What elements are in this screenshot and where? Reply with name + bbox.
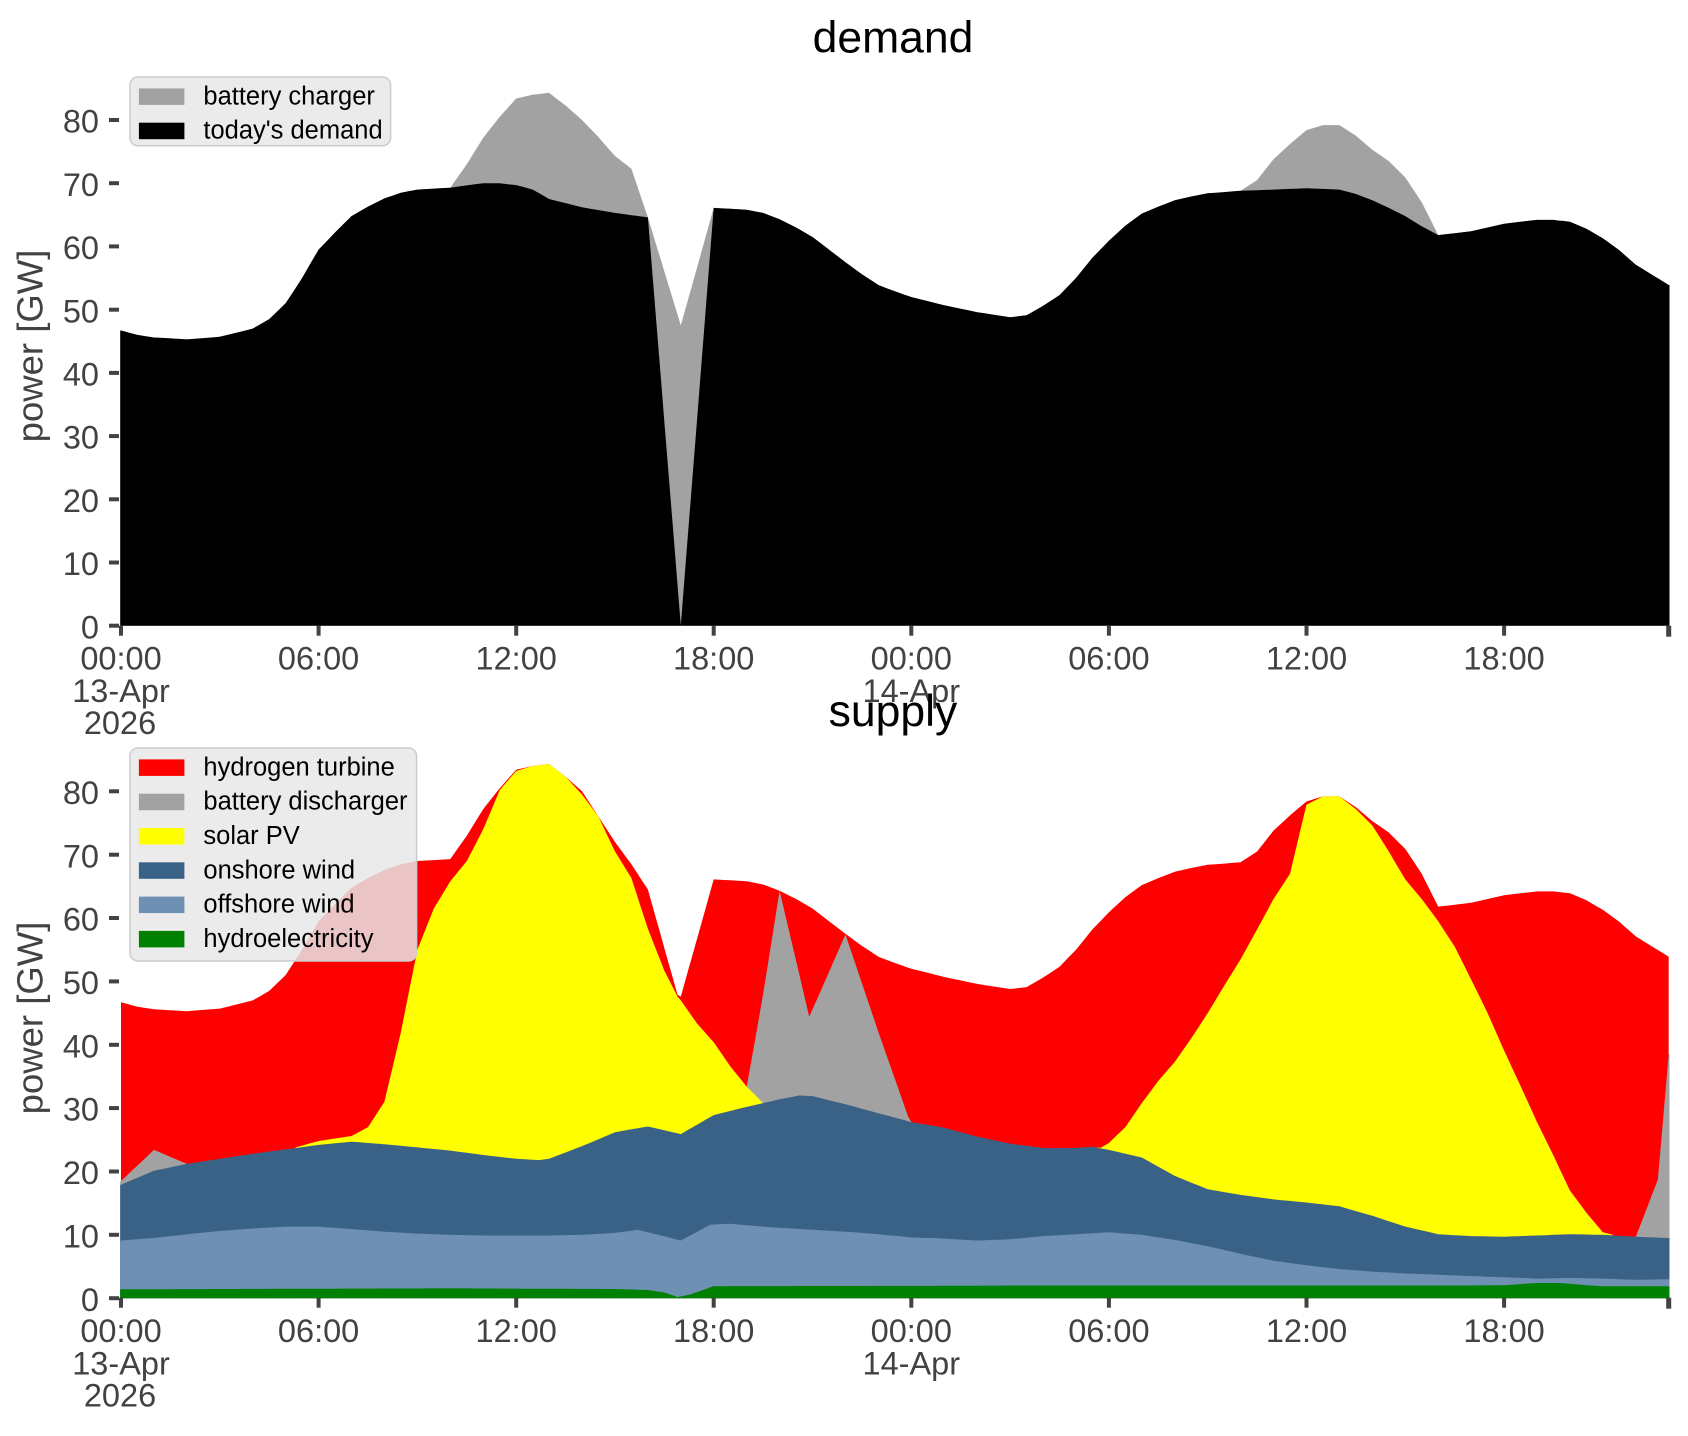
svg-text:40: 40 xyxy=(63,357,99,393)
svg-text:30: 30 xyxy=(63,420,99,456)
svg-text:12:00: 12:00 xyxy=(1266,641,1347,677)
svg-text:70: 70 xyxy=(63,167,99,203)
svg-text:offshore wind: offshore wind xyxy=(203,891,354,919)
svg-text:18:00: 18:00 xyxy=(673,1313,754,1349)
svg-text:10: 10 xyxy=(63,1218,99,1254)
svg-text:06:00: 06:00 xyxy=(278,641,359,677)
svg-text:0: 0 xyxy=(81,609,99,645)
svg-text:10: 10 xyxy=(63,546,99,582)
svg-text:18:00: 18:00 xyxy=(1463,1313,1544,1349)
svg-text:2026: 2026 xyxy=(84,705,156,741)
svg-text:60: 60 xyxy=(63,902,99,938)
svg-text:14-Apr: 14-Apr xyxy=(863,673,961,709)
svg-text:06:00: 06:00 xyxy=(278,1313,359,1349)
svg-text:power [GW]: power [GW] xyxy=(10,922,51,1115)
svg-text:supply: supply xyxy=(829,687,958,736)
svg-text:70: 70 xyxy=(63,838,99,874)
svg-text:hydroelectricity: hydroelectricity xyxy=(203,925,373,953)
svg-text:battery charger: battery charger xyxy=(203,82,375,110)
svg-text:today's demand: today's demand xyxy=(203,117,382,145)
svg-text:06:00: 06:00 xyxy=(1068,1313,1149,1349)
svg-text:50: 50 xyxy=(63,965,99,1001)
svg-text:20: 20 xyxy=(63,1155,99,1191)
svg-text:20: 20 xyxy=(63,483,99,519)
svg-text:60: 60 xyxy=(63,230,99,266)
svg-text:2026: 2026 xyxy=(84,1378,156,1414)
svg-text:00:00: 00:00 xyxy=(80,1313,161,1349)
svg-text:12:00: 12:00 xyxy=(476,1313,557,1349)
svg-text:12:00: 12:00 xyxy=(1266,1313,1347,1349)
svg-text:18:00: 18:00 xyxy=(1463,641,1544,677)
svg-text:00:00: 00:00 xyxy=(80,641,161,677)
svg-text:13-Apr: 13-Apr xyxy=(72,673,170,709)
svg-text:hydrogen turbine: hydrogen turbine xyxy=(203,753,394,781)
svg-text:12:00: 12:00 xyxy=(476,641,557,677)
svg-text:0: 0 xyxy=(81,1282,99,1318)
svg-text:demand: demand xyxy=(813,14,974,63)
svg-text:14-Apr: 14-Apr xyxy=(863,1345,961,1381)
svg-text:battery discharger: battery discharger xyxy=(203,788,408,816)
svg-text:06:00: 06:00 xyxy=(1068,641,1149,677)
svg-text:18:00: 18:00 xyxy=(673,641,754,677)
svg-text:40: 40 xyxy=(63,1028,99,1064)
svg-text:onshore wind: onshore wind xyxy=(203,856,355,884)
svg-text:power [GW]: power [GW] xyxy=(10,250,51,443)
svg-text:80: 80 xyxy=(63,104,99,140)
svg-text:00:00: 00:00 xyxy=(871,1313,952,1349)
svg-text:00:00: 00:00 xyxy=(871,641,952,677)
svg-text:50: 50 xyxy=(63,293,99,329)
svg-text:80: 80 xyxy=(63,775,99,811)
svg-text:30: 30 xyxy=(63,1092,99,1128)
svg-text:13-Apr: 13-Apr xyxy=(72,1345,170,1381)
svg-text:solar PV: solar PV xyxy=(203,822,299,850)
